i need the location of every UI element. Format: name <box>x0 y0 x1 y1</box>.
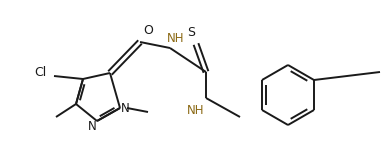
Text: Cl: Cl <box>34 67 46 79</box>
Text: NH: NH <box>187 105 205 117</box>
Text: N: N <box>121 103 129 116</box>
Text: O: O <box>143 24 153 36</box>
Text: S: S <box>187 27 195 40</box>
Text: N: N <box>87 119 96 133</box>
Text: NH: NH <box>167 32 185 44</box>
